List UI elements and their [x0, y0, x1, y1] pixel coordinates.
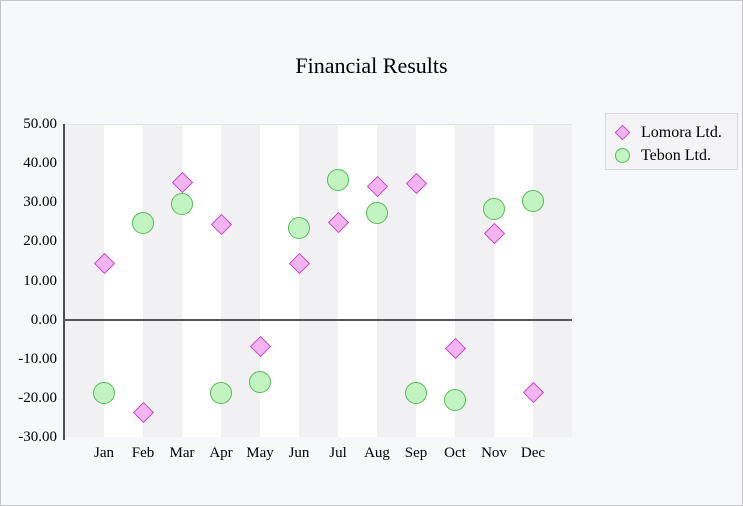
x-tick-label: Nov [481, 445, 507, 461]
marker-tebon-jun [288, 216, 310, 239]
marker-tebon-apr [210, 382, 232, 405]
legend-label: Tebon Ltd. [641, 147, 711, 164]
y-tick-label: 0.00 [30, 311, 57, 328]
x-tick-label: Mar [169, 445, 195, 461]
marker-tebon-nov [483, 197, 505, 220]
x-tick-label: Dec [520, 445, 546, 461]
tebon-circle-icon [615, 148, 630, 163]
y-tick-label: 30.00 [23, 194, 57, 211]
chart-title: Financial Results [295, 53, 448, 78]
y-tick-label: 40.00 [23, 155, 57, 172]
x-tick-label: Jul [329, 445, 347, 461]
marker-tebon-jul [327, 168, 349, 191]
marker-tebon-mar [171, 193, 193, 216]
legend-label: Lomora Ltd. [641, 124, 722, 141]
legend-item-lomora: Lomora Ltd. [614, 121, 729, 144]
y-tick-label: -10.00 [18, 350, 57, 367]
x-tick-label: Sep [404, 445, 428, 461]
y-axis-line [63, 124, 65, 440]
y-tick-label: -30.00 [18, 429, 57, 445]
y-tick-label: 10.00 [23, 272, 57, 289]
column-band [494, 125, 533, 437]
legend: Lomora Ltd. Tebon Ltd. [605, 113, 738, 170]
column-band [455, 125, 494, 437]
column-band [143, 125, 182, 437]
marker-tebon-aug [366, 201, 388, 224]
legend-item-tebon: Tebon Ltd. [615, 144, 729, 167]
x-tick-label: Oct [444, 445, 466, 461]
y-tick-label: 20.00 [23, 233, 57, 250]
marker-tebon-dec [522, 190, 544, 213]
marker-tebon-sep [405, 381, 427, 404]
x-tick-label: Jun [288, 445, 310, 461]
marker-tebon-oct [444, 388, 466, 411]
marker-tebon-feb [132, 212, 154, 235]
y-tick-label: 50.00 [23, 116, 57, 132]
x-tick-label: May [246, 445, 274, 461]
plot-area [65, 124, 572, 437]
y-tick-label: -20.00 [18, 389, 57, 406]
marker-tebon-may [249, 370, 271, 393]
x-tick-label: Jan [94, 445, 114, 461]
x-tick-label: Aug [364, 445, 390, 461]
lomora-diamond-icon [614, 124, 631, 141]
column-band [533, 125, 572, 437]
zero-line [63, 318, 572, 321]
x-tick-label: Apr [209, 445, 233, 461]
marker-tebon-jan [93, 381, 115, 404]
x-tick-label: Feb [131, 445, 155, 461]
